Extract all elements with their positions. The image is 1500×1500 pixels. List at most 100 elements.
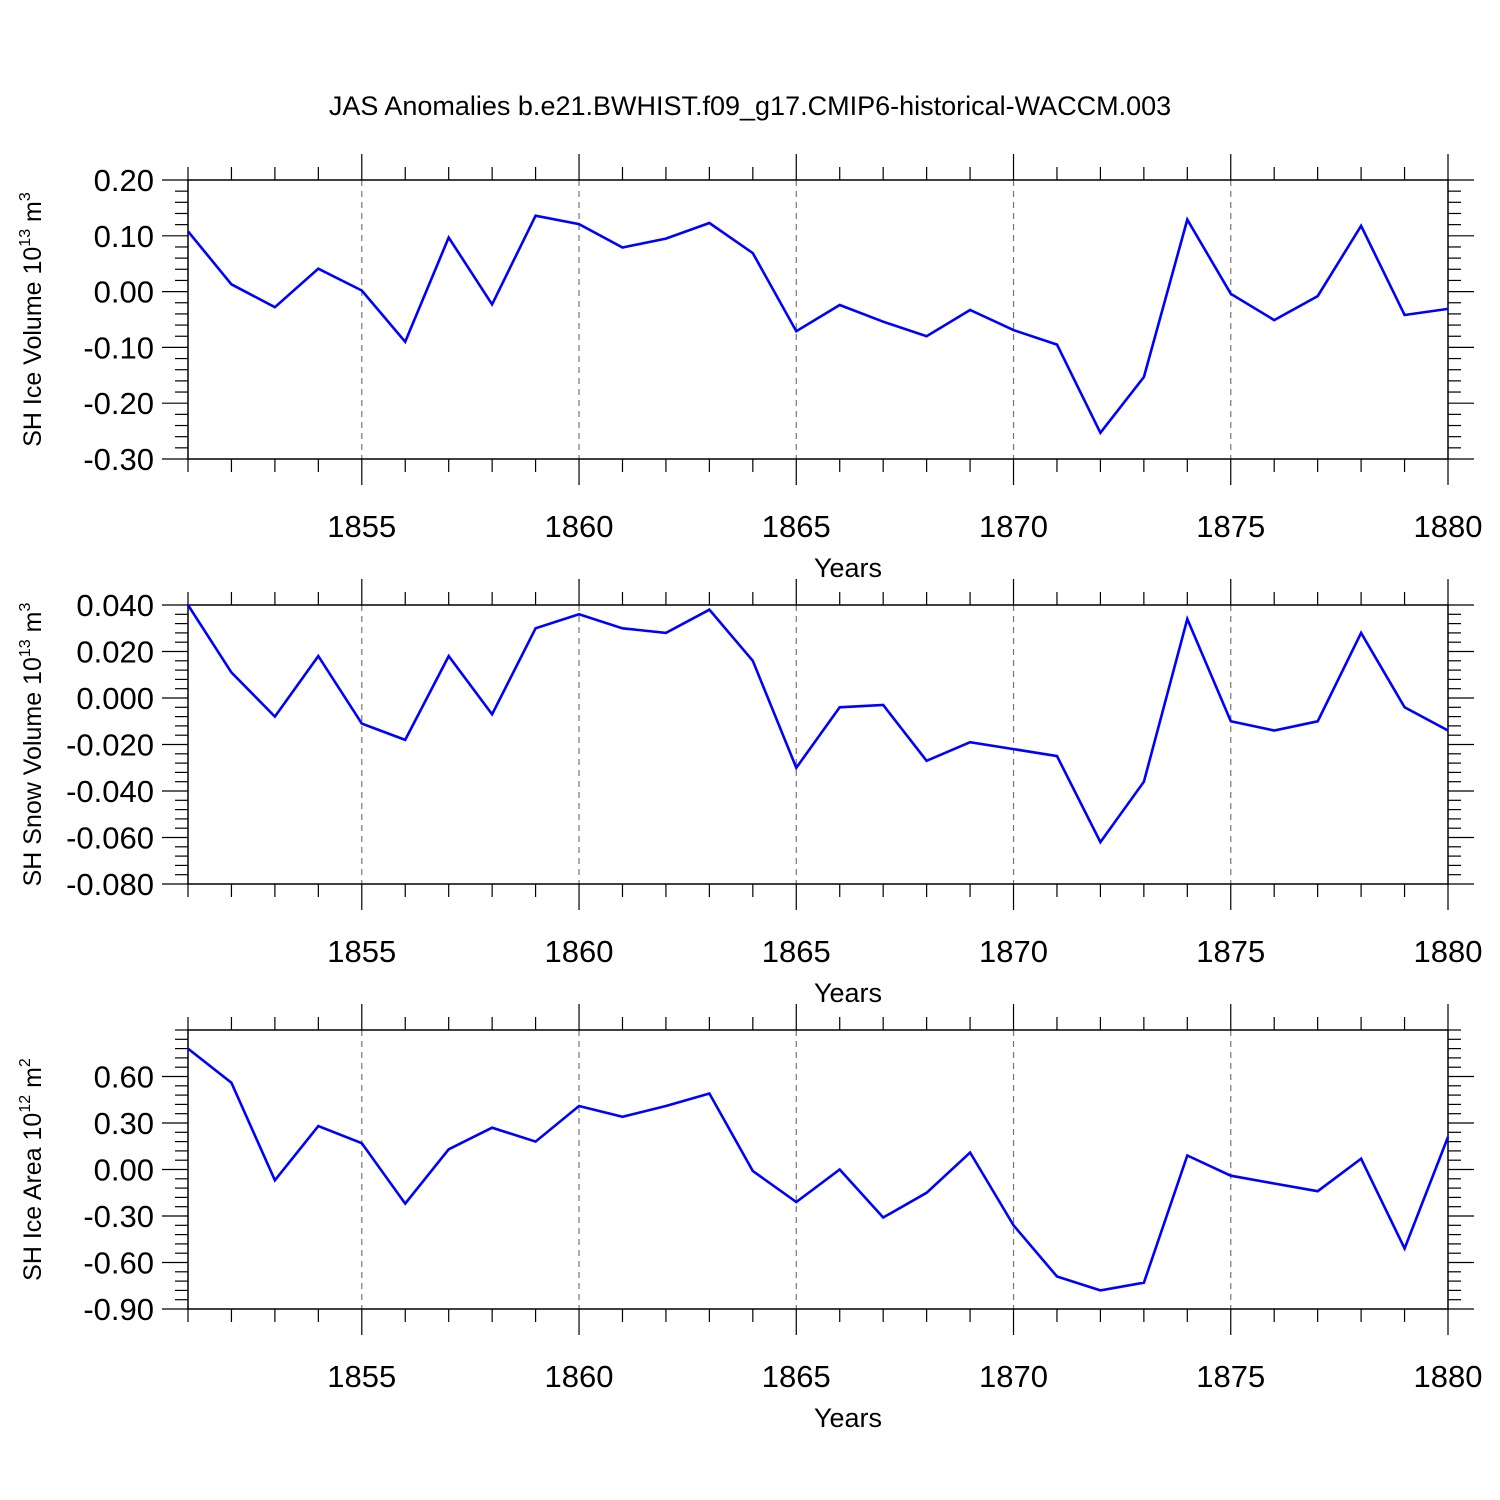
x-axis-label: Years — [814, 978, 882, 1008]
y-tick-label: -0.30 — [83, 442, 154, 477]
data-point — [1272, 318, 1276, 322]
data-point — [1098, 431, 1102, 435]
data-point — [577, 222, 581, 226]
y-tick-label: -0.020 — [66, 728, 154, 763]
data-point — [838, 303, 842, 307]
panel-snow-volume: 0.040 0.020 0.000 -0.020 -0.040 -0.060 -0.080 1… — [17, 579, 1482, 1008]
x-tick-label: 1875 — [1196, 509, 1265, 544]
y-tick-label: -0.040 — [66, 774, 154, 809]
data-point — [1316, 719, 1320, 723]
data-point — [577, 1104, 581, 1108]
data-point — [1446, 1135, 1450, 1139]
data-point — [664, 631, 668, 635]
y-axis-label: SH Ice Volume 1013 m3 — [17, 192, 47, 447]
data-point — [186, 1047, 190, 1051]
x-tick-label: 1860 — [545, 1359, 614, 1394]
panels: 0.20 0.10 0.00 -0.10 -0.20 -0.30 1855 1860 1865 1… — [17, 154, 1482, 1433]
data-point — [1055, 754, 1059, 758]
x-tick-label: 1860 — [545, 509, 614, 544]
data-point — [316, 654, 320, 658]
data-point — [794, 1200, 798, 1204]
data-point — [490, 712, 494, 716]
x-tick-label: 1855 — [327, 934, 396, 969]
series-line-snow-volume — [186, 604, 1449, 845]
data-point — [490, 1126, 494, 1130]
plot-frame — [187, 179, 1449, 460]
data-point — [1446, 729, 1450, 733]
x-tick-label: 1870 — [979, 1359, 1048, 1394]
data-point — [1142, 1281, 1146, 1285]
data-point — [838, 1168, 842, 1172]
data-point — [1272, 729, 1276, 733]
data-point — [707, 221, 711, 225]
x-tick-label: 1865 — [762, 509, 831, 544]
data-point — [751, 659, 755, 663]
data-point — [707, 608, 711, 612]
data-point — [707, 1092, 711, 1096]
x-tick-label: 1870 — [979, 509, 1048, 544]
data-point — [447, 1147, 451, 1151]
data-point — [968, 308, 972, 312]
y-tick-label: 0.020 — [76, 635, 154, 670]
data-point — [664, 237, 668, 241]
data-point — [664, 1104, 668, 1108]
data-point — [229, 670, 233, 674]
data-point — [751, 1169, 755, 1173]
y-tick-label: 0.00 — [94, 1153, 154, 1188]
x-tick-label: 1855 — [327, 509, 396, 544]
x-tick-label: 1880 — [1414, 509, 1483, 544]
data-point — [881, 1216, 885, 1220]
data-point — [1359, 631, 1363, 635]
data-point — [447, 235, 451, 239]
data-point — [1316, 294, 1320, 298]
data-point — [534, 1140, 538, 1144]
series-line-ice-area — [187, 1047, 1450, 1292]
data-point — [403, 738, 407, 742]
data-point — [1403, 313, 1407, 317]
y-tick-label: -0.20 — [83, 386, 154, 421]
data-point — [1098, 840, 1102, 844]
data-point — [1229, 719, 1233, 723]
data-point — [577, 612, 581, 616]
x-axis-label: Years — [814, 1403, 882, 1433]
x-tick-label: 1880 — [1414, 934, 1483, 969]
data-point — [316, 1124, 320, 1128]
data-point — [186, 603, 190, 607]
data-point — [1229, 1174, 1233, 1178]
y-tick-label: 0.000 — [76, 681, 154, 716]
y-tick-label: 0.20 — [94, 163, 154, 198]
data-point — [1055, 1274, 1059, 1278]
data-point — [534, 626, 538, 630]
data-point — [925, 1191, 929, 1195]
data-point — [881, 703, 885, 707]
data-point — [1446, 307, 1450, 311]
data-point — [273, 1178, 277, 1182]
data-point — [620, 1115, 624, 1119]
data-point — [1316, 1189, 1320, 1193]
data-point — [1012, 328, 1016, 332]
data-point — [1012, 1223, 1016, 1227]
panel-ice-area: 0.60 0.30 0.00 -0.30 -0.60 -0.90 1855 1860 1865 1… — [17, 1004, 1482, 1433]
data-point — [1142, 780, 1146, 784]
x-tick-label: 1880 — [1414, 1359, 1483, 1394]
y-tick-label: -0.30 — [83, 1199, 154, 1234]
data-point — [794, 329, 798, 333]
data-point — [1098, 1288, 1102, 1292]
y-tick-label: -0.90 — [83, 1292, 154, 1327]
data-point — [751, 251, 755, 255]
x-tick-label: 1870 — [979, 934, 1048, 969]
x-tick-label: 1875 — [1196, 1359, 1265, 1394]
data-point — [1185, 1154, 1189, 1158]
y-tick-label: 0.30 — [94, 1106, 154, 1141]
data-point — [1403, 1247, 1407, 1251]
x-tick-label: 1875 — [1196, 934, 1265, 969]
data-point — [229, 1081, 233, 1085]
x-axis-label: Years — [814, 553, 882, 583]
y-axis-label: SH Ice Area 1012 m2 — [17, 1058, 47, 1281]
data-point — [229, 282, 233, 286]
data-point — [925, 334, 929, 338]
data-point — [620, 246, 624, 250]
plot-frame — [187, 604, 1449, 885]
data-point — [620, 626, 624, 630]
